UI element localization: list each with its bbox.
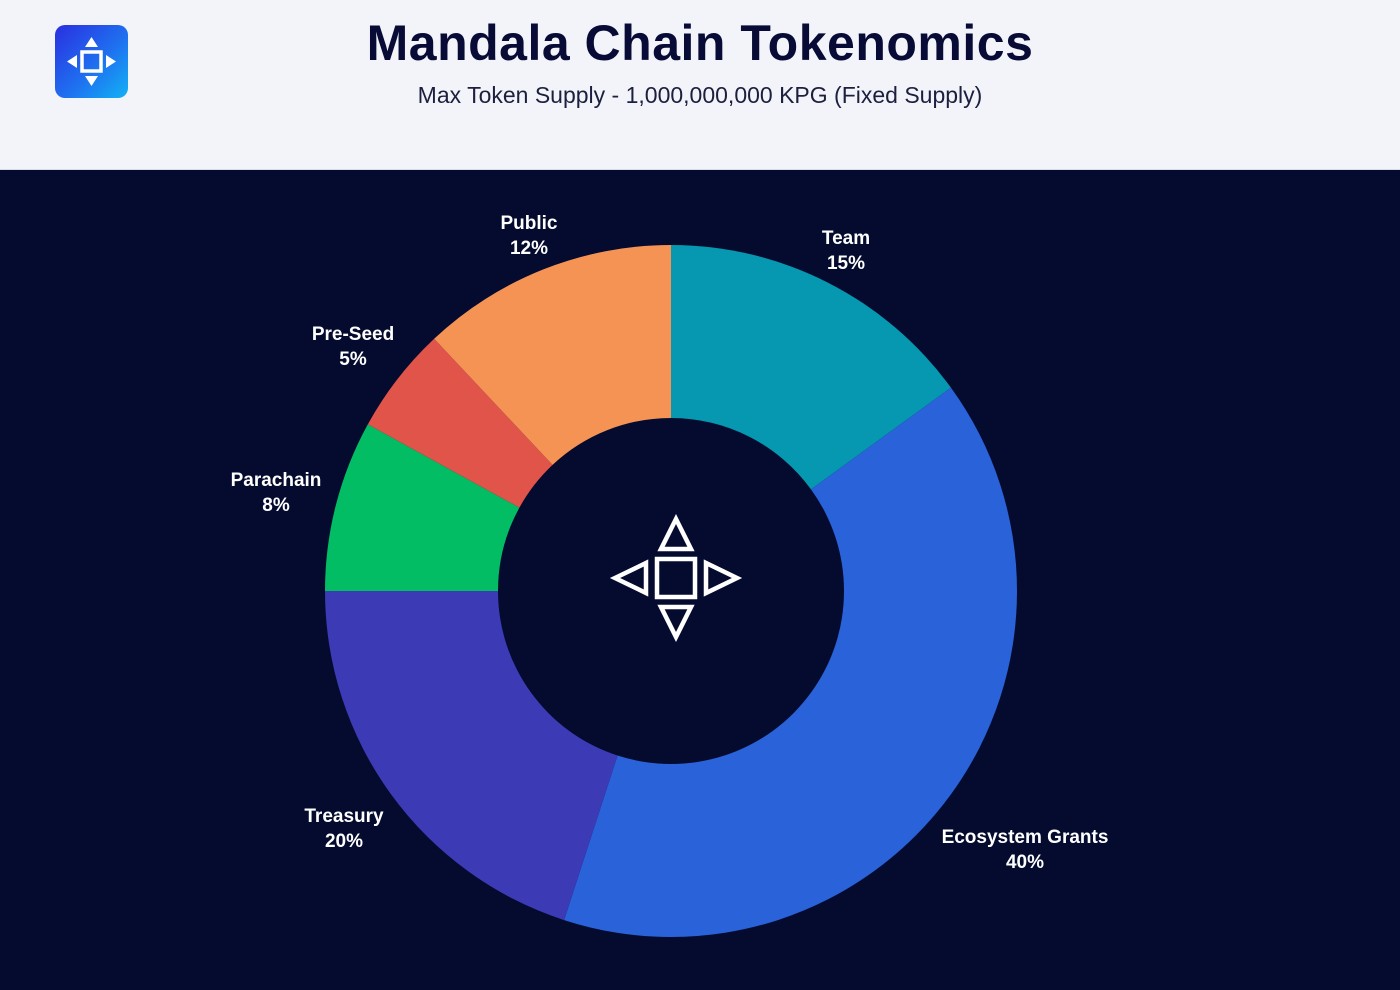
- slice-pre-seed: [367, 338, 553, 508]
- page-title: Mandala Chain Tokenomics: [366, 15, 1034, 71]
- slice-public: [434, 245, 671, 465]
- slice-label-name: Ecosystem Grants: [942, 827, 1109, 848]
- slice-label-value: 40%: [1006, 852, 1044, 873]
- page-subtitle: Max Token Supply - 1,000,000,000 KPG (Fi…: [417, 82, 983, 108]
- slice-label-name: Team: [822, 228, 870, 249]
- slice-label-name: Public: [500, 213, 557, 234]
- slice-parachain: [325, 424, 520, 591]
- donut-chart: Team 15% Ecosystem Grants 40% Treasury 20% Par…: [231, 213, 1109, 937]
- slice-label-value: 15%: [827, 253, 865, 274]
- slice-label-value: 5%: [339, 349, 367, 370]
- slice-labels: Team 15% Ecosystem Grants 40% Treasury 20% Par…: [231, 213, 1109, 873]
- slice-label-value: 8%: [262, 495, 290, 516]
- slice-label-value: 12%: [510, 238, 548, 259]
- donut-slices: [325, 245, 1017, 937]
- slice-ecosystem-grants: [564, 387, 1017, 937]
- mandala-logo-icon: [55, 25, 128, 98]
- slice-label-value: 20%: [325, 831, 363, 852]
- mandala-center-icon: [609, 513, 743, 643]
- slice-team: [671, 245, 951, 490]
- slice-label-name: Treasury: [304, 806, 384, 827]
- header-bar: Mandala Chain Tokenomics Max Token Suppl…: [0, 0, 1400, 170]
- slice-treasury: [325, 591, 618, 921]
- slice-label-name: Pre-Seed: [312, 324, 394, 345]
- slice-label-name: Parachain: [231, 470, 322, 491]
